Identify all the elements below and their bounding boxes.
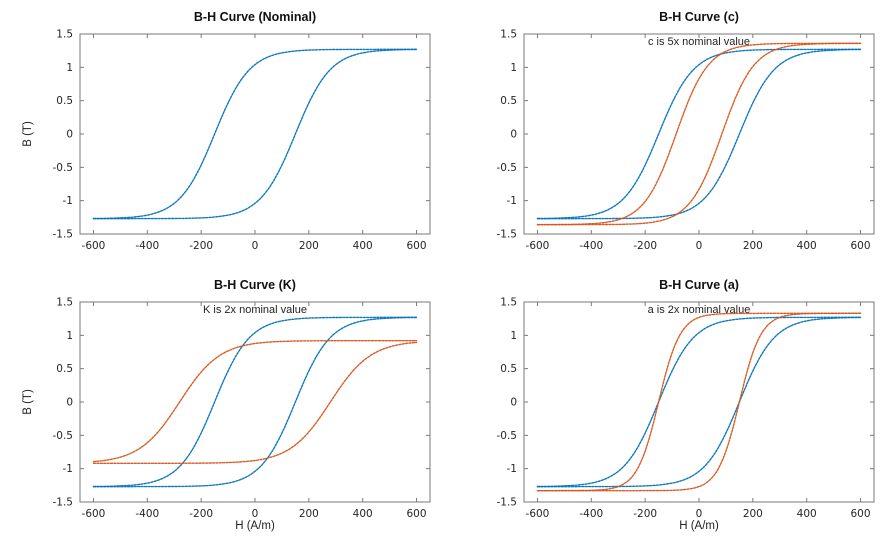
- plot-area: -600 -400 -200 0 200 400 600 -1.5 -1 -0.5 0 0.5 1 1.5: [497, 297, 875, 520]
- plot-title: B-H Curve (a): [659, 278, 739, 292]
- svg-text:400: 400: [353, 508, 373, 520]
- svg-text:600: 600: [407, 240, 427, 252]
- svg-text:1.5: 1.5: [56, 297, 73, 309]
- svg-text:-600: -600: [526, 240, 550, 252]
- plot-area: -600 -400 -200 0 200 400 600 -1.5 -1 -0.5 0 0.5 1 1.5: [53, 297, 431, 520]
- plot-title: B-H Curve (c): [659, 10, 739, 24]
- svg-text:0.5: 0.5: [56, 363, 73, 375]
- svg-text:-600: -600: [82, 240, 106, 252]
- annotation-text: a is 2x nominal value: [647, 304, 751, 316]
- svg-text:600: 600: [407, 508, 427, 520]
- svg-text:-400: -400: [135, 240, 159, 252]
- subplot-c: B-H Curve (c) c is 5x nominal value -600…: [452, 4, 892, 268]
- plot-area: -600 -400 -200 0 200 400 600 -1.5 -1 -0.5 0 0.5 1 1.5: [497, 29, 875, 252]
- svg-text:0.5: 0.5: [56, 95, 73, 107]
- plot-title: B-H Curve (K): [214, 278, 296, 292]
- svg-text:-1.5: -1.5: [497, 497, 518, 509]
- svg-text:-0.5: -0.5: [497, 430, 518, 442]
- svg-text:0: 0: [696, 508, 703, 520]
- svg-text:-600: -600: [526, 508, 550, 520]
- svg-text:-1: -1: [63, 463, 73, 475]
- svg-text:0: 0: [66, 397, 73, 409]
- svg-text:0: 0: [252, 240, 259, 252]
- svg-text:0: 0: [696, 240, 703, 252]
- svg-text:-1.5: -1.5: [53, 229, 74, 241]
- svg-text:0: 0: [510, 397, 517, 409]
- svg-text:0: 0: [252, 508, 259, 520]
- svg-text:200: 200: [299, 508, 319, 520]
- svg-text:200: 200: [743, 508, 763, 520]
- x-axis-label: H (A/m): [235, 520, 275, 532]
- svg-text:-400: -400: [135, 508, 159, 520]
- svg-text:1.5: 1.5: [500, 29, 517, 41]
- svg-text:0.5: 0.5: [500, 363, 517, 375]
- svg-text:600: 600: [851, 508, 871, 520]
- svg-text:1: 1: [510, 330, 517, 342]
- svg-text:400: 400: [797, 508, 817, 520]
- subplot-a: B-H Curve (a) a is 2x nominal value -600…: [452, 272, 892, 536]
- svg-text:-0.5: -0.5: [497, 162, 518, 174]
- svg-text:-0.5: -0.5: [53, 162, 74, 174]
- svg-text:0.5: 0.5: [500, 95, 517, 107]
- svg-text:-600: -600: [82, 508, 106, 520]
- svg-text:-1: -1: [63, 195, 73, 207]
- svg-text:1.5: 1.5: [500, 297, 517, 309]
- svg-text:-1: -1: [507, 195, 517, 207]
- annotation-text: c is 5x nominal value: [647, 36, 751, 48]
- plot-title: B-H Curve (Nominal): [193, 10, 317, 24]
- svg-text:-200: -200: [189, 240, 213, 252]
- svg-text:-400: -400: [579, 508, 603, 520]
- annotation-text: K is 2x nominal value: [203, 304, 307, 316]
- svg-text:-200: -200: [633, 508, 657, 520]
- plot-area: -600 -400 -200 0 200 400 600 -1.5 -1 -0.5 0 0.5 1 1.5: [53, 29, 431, 252]
- svg-text:1: 1: [510, 62, 517, 74]
- svg-text:400: 400: [797, 240, 817, 252]
- svg-text:0: 0: [510, 129, 517, 141]
- svg-text:-1.5: -1.5: [497, 229, 518, 241]
- x-axis-label: H (A/m): [679, 520, 719, 532]
- svg-text:200: 200: [299, 240, 319, 252]
- svg-text:-400: -400: [579, 240, 603, 252]
- svg-text:200: 200: [743, 240, 763, 252]
- svg-text:600: 600: [851, 240, 871, 252]
- subplot-K: B-H Curve (K) K is 2x nominal value B (T…: [8, 272, 448, 536]
- svg-text:1: 1: [66, 62, 73, 74]
- svg-text:-1.5: -1.5: [53, 497, 74, 509]
- svg-text:0: 0: [66, 129, 73, 141]
- svg-text:1.5: 1.5: [56, 29, 73, 41]
- svg-text:-1: -1: [507, 463, 517, 475]
- svg-text:-0.5: -0.5: [53, 430, 74, 442]
- svg-text:-200: -200: [633, 240, 657, 252]
- svg-text:400: 400: [353, 240, 373, 252]
- svg-text:-200: -200: [189, 508, 213, 520]
- subplot-nominal: B-H Curve (Nominal) B (T) -600 -400 -200 0 2…: [8, 4, 448, 268]
- svg-text:1: 1: [66, 330, 73, 342]
